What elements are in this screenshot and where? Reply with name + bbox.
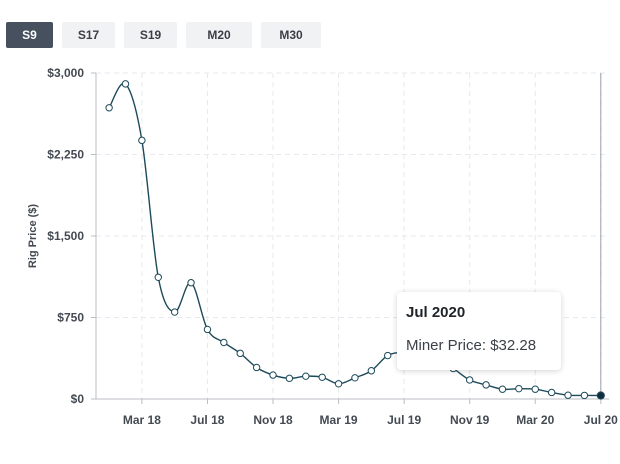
data-point	[531, 385, 539, 393]
data-point	[252, 363, 261, 372]
data-point	[564, 391, 572, 399]
data-point	[187, 279, 195, 287]
x-tick-label: Jul 18	[190, 413, 224, 427]
tooltip-date: Jul 2020	[406, 304, 466, 321]
tooltip-value: $32.28	[490, 337, 537, 354]
data-point	[498, 385, 507, 393]
y-tick-label: $0	[71, 392, 85, 406]
data-point	[351, 374, 359, 382]
tab-m20[interactable]: M20	[186, 22, 252, 48]
x-tick-label: Mar 19	[320, 413, 358, 427]
y-axis-label: Rig Price ($)	[27, 204, 39, 269]
data-point	[138, 136, 146, 145]
data-point	[580, 391, 589, 400]
data-point	[465, 376, 474, 384]
data-point	[121, 80, 130, 88]
data-point	[515, 384, 523, 393]
x-tick-label: Mar 18	[123, 413, 161, 427]
miner-model-tabs: S9 S17 S19 M20 M30	[6, 22, 321, 48]
chart-tooltip: Jul 2020 Miner Price: $32.28	[397, 292, 561, 370]
x-tick-label: Mar 20	[516, 413, 554, 427]
data-point	[367, 367, 376, 375]
data-point	[318, 373, 326, 381]
highlighted-point	[596, 391, 605, 400]
data-point	[203, 325, 212, 334]
data-point	[236, 349, 244, 358]
x-tick-label: Nov 18	[253, 413, 293, 427]
data-point	[547, 388, 556, 397]
tab-s19[interactable]: S19	[124, 22, 177, 48]
tooltip-body: Miner Price: $32.28	[406, 337, 552, 354]
data-point	[154, 273, 162, 281]
tab-s17[interactable]: S17	[62, 22, 115, 48]
x-tick-label: Jul 19	[387, 413, 421, 427]
data-point	[334, 380, 343, 388]
x-tick-label: Jul 20	[584, 413, 618, 427]
data-point	[285, 374, 294, 383]
x-tick-label: Nov 19	[450, 413, 490, 427]
tab-m30[interactable]: M30	[261, 22, 321, 48]
y-tick-label: $750	[57, 311, 84, 325]
y-tick-label: $1,500	[47, 229, 84, 243]
tab-s9[interactable]: S9	[6, 22, 53, 48]
data-point	[105, 104, 113, 112]
data-point	[269, 371, 277, 379]
data-point	[384, 351, 392, 360]
data-point	[170, 308, 179, 316]
data-point	[482, 381, 490, 389]
y-tick-label: $2,250	[47, 148, 84, 162]
data-point	[302, 372, 310, 380]
tooltip-label: Miner Price:	[406, 337, 487, 354]
y-tick-label: $3,000	[47, 66, 84, 80]
data-point	[220, 338, 228, 347]
